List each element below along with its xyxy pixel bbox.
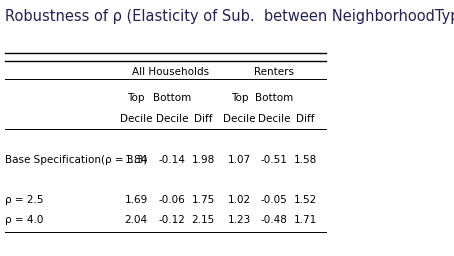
- Text: Base Specification(ρ = 3.3): Base Specification(ρ = 3.3): [5, 155, 147, 165]
- Text: 1.07: 1.07: [228, 155, 251, 165]
- Text: -0.48: -0.48: [261, 216, 287, 226]
- Text: Decile: Decile: [257, 114, 290, 124]
- Text: -0.12: -0.12: [158, 216, 186, 226]
- Text: Robustness of ρ (Elasticity of Sub.  between NeighborhoodTypes: Robustness of ρ (Elasticity of Sub. betw…: [5, 9, 454, 24]
- Text: 1.69: 1.69: [124, 195, 148, 205]
- Text: 1.23: 1.23: [228, 216, 251, 226]
- Text: Diff: Diff: [194, 114, 212, 124]
- Text: Top: Top: [127, 93, 145, 103]
- Text: Decile: Decile: [120, 114, 152, 124]
- Text: -0.14: -0.14: [158, 155, 186, 165]
- Text: Diff: Diff: [296, 114, 314, 124]
- Text: ρ = 4.0: ρ = 4.0: [5, 216, 43, 226]
- Text: 1.98: 1.98: [192, 155, 215, 165]
- Text: -0.51: -0.51: [261, 155, 287, 165]
- Text: All Households: All Households: [132, 67, 209, 77]
- Text: Renters: Renters: [254, 67, 294, 77]
- Text: Bottom: Bottom: [153, 93, 191, 103]
- Text: 2.04: 2.04: [124, 216, 148, 226]
- Text: 1.58: 1.58: [293, 155, 317, 165]
- Text: 1.71: 1.71: [293, 216, 317, 226]
- Text: 1.52: 1.52: [293, 195, 317, 205]
- Text: ρ = 2.5: ρ = 2.5: [5, 195, 43, 205]
- Text: Top: Top: [231, 93, 248, 103]
- Text: 1.02: 1.02: [228, 195, 251, 205]
- Text: 1.75: 1.75: [192, 195, 215, 205]
- Text: 2.15: 2.15: [192, 216, 215, 226]
- Text: -0.06: -0.06: [159, 195, 186, 205]
- Text: Decile: Decile: [156, 114, 188, 124]
- Text: Bottom: Bottom: [255, 93, 293, 103]
- Text: 1.84: 1.84: [124, 155, 148, 165]
- Text: Decile: Decile: [223, 114, 256, 124]
- Text: -0.05: -0.05: [261, 195, 287, 205]
